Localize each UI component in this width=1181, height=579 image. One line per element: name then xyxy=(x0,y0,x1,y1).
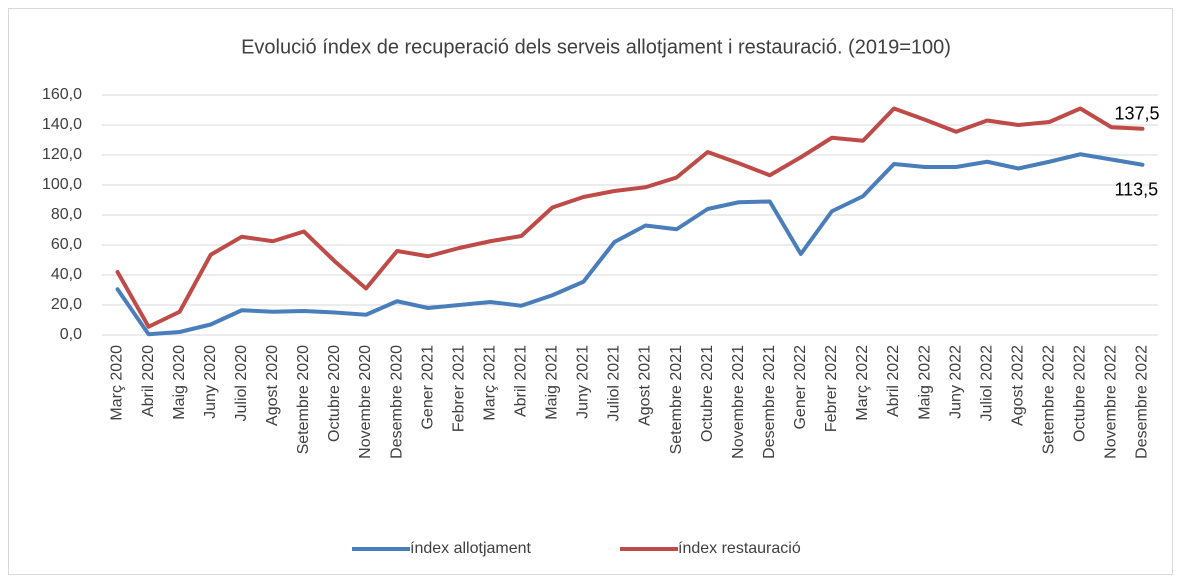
legend-label: índex restauració xyxy=(678,540,801,557)
x-tick-label: Febrer 2021 xyxy=(450,345,467,432)
x-tick-label: Octubre 2022 xyxy=(1072,345,1089,442)
x-tick-label: Maig 2022 xyxy=(916,345,933,420)
x-tick-label: Gener 2021 xyxy=(419,345,436,430)
x-tick-label: Novembre 2021 xyxy=(730,345,747,459)
x-tick-label: Juny 2022 xyxy=(947,345,964,419)
x-tick-label: Abril 2020 xyxy=(140,345,157,417)
series-line xyxy=(115,106,1145,329)
x-tick-label: Juny 2020 xyxy=(202,345,219,419)
x-tick-label: Juliol 2020 xyxy=(233,345,250,422)
x-tick-label: Abril 2022 xyxy=(885,345,902,417)
data-label: 113,5 xyxy=(1114,180,1158,200)
y-tick-label: 20,0 xyxy=(51,296,82,313)
y-tick-label: 60,0 xyxy=(51,236,82,253)
x-tick-label: Març 2022 xyxy=(854,345,871,421)
x-tick-label: Agost 2020 xyxy=(264,345,281,426)
x-tick-label: Setembre 2021 xyxy=(668,345,685,455)
data-label: 137,5 xyxy=(1114,104,1159,124)
x-tick-label: Octubre 2021 xyxy=(699,345,716,442)
y-tick-label: 0,0 xyxy=(60,326,82,343)
y-tick-label: 160,0 xyxy=(42,86,82,103)
x-tick-label: Setembre 2022 xyxy=(1041,345,1058,455)
series-line xyxy=(115,152,1145,337)
x-tick-label: Març 2021 xyxy=(481,345,498,421)
x-tick-label: Juliol 2022 xyxy=(978,345,995,422)
x-tick-label: Maig 2020 xyxy=(171,345,188,420)
chart-border xyxy=(8,8,1173,575)
x-tick-label: Agost 2021 xyxy=(637,345,654,426)
x-tick-label: Novembre 2022 xyxy=(1103,345,1120,459)
x-tick-label: Desembre 2021 xyxy=(761,345,778,459)
x-tick-label: Juliol 2021 xyxy=(606,345,623,422)
x-tick-label: Agost 2022 xyxy=(1009,345,1026,426)
x-tick-label: Desembre 2020 xyxy=(388,345,405,459)
y-tick-label: 100,0 xyxy=(42,176,82,193)
y-tick-label: 40,0 xyxy=(51,266,82,283)
x-tick-label: Gener 2022 xyxy=(792,345,809,430)
x-tick-label: Maig 2021 xyxy=(544,345,561,420)
chart-title: Evolució índex de recuperació dels serve… xyxy=(241,36,951,58)
x-tick-label: Febrer 2022 xyxy=(823,345,840,432)
y-tick-label: 80,0 xyxy=(51,206,82,223)
x-tick-label: Abril 2021 xyxy=(513,345,530,417)
y-tick-label: 120,0 xyxy=(42,146,82,163)
x-tick-label: Desembre 2022 xyxy=(1134,345,1151,459)
legend-label: índex allotjament xyxy=(410,540,532,557)
x-tick-label: Març 2020 xyxy=(109,345,126,421)
x-tick-label: Setembre 2020 xyxy=(295,345,312,455)
x-tick-label: Novembre 2020 xyxy=(357,345,374,459)
y-tick-label: 140,0 xyxy=(42,116,82,133)
x-tick-label: Octubre 2020 xyxy=(326,345,343,442)
x-tick-label: Juny 2021 xyxy=(575,345,592,419)
